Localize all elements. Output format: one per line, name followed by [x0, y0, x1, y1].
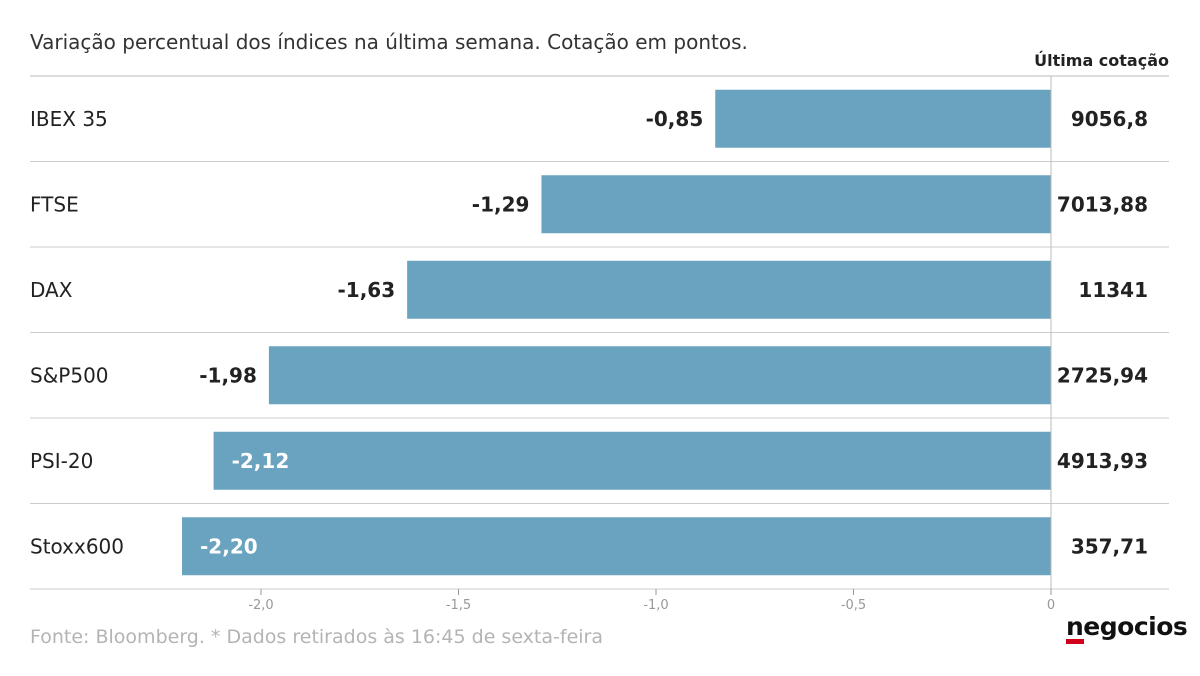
logo-text: negocios [1066, 612, 1188, 641]
bar [268, 346, 1051, 405]
logo-red-mark [1066, 639, 1084, 644]
source-note: Fonte: Bloomberg. * Dados retirados às 1… [30, 626, 603, 648]
x-tick-label: -1,0 [643, 598, 668, 613]
data-label: -1,63 [337, 278, 395, 302]
data-label: -2,12 [232, 449, 290, 473]
category-label: S&P500 [30, 363, 109, 387]
category-label: DAX [30, 278, 73, 302]
data-label: -1,98 [199, 363, 257, 387]
bar [213, 431, 1052, 490]
data-label: -0,85 [646, 107, 704, 131]
last-quote-value: 357,71 [1071, 534, 1148, 558]
last-quote-value: 7013,88 [1057, 192, 1148, 216]
last-quote-value: 2725,94 [1057, 363, 1148, 387]
data-label: -2,20 [200, 534, 258, 558]
x-tick-label: -2,0 [248, 598, 273, 613]
category-label: FTSE [30, 192, 79, 216]
x-tick-label: -0,5 [841, 598, 866, 613]
last-quote-value: 11341 [1078, 278, 1148, 302]
bar [407, 260, 1051, 319]
negocios-logo: negocios [1066, 612, 1188, 644]
bar [182, 517, 1051, 576]
bar [715, 89, 1051, 148]
chart-subtitle: Variação percentual dos índices na últim… [30, 30, 748, 54]
last-quote-value: 4913,93 [1057, 449, 1148, 473]
bar [541, 175, 1051, 234]
data-label: -1,29 [472, 192, 530, 216]
x-tick-label: -1,5 [446, 598, 471, 613]
last-quote-value: 9056,8 [1071, 107, 1148, 131]
category-label: PSI-20 [30, 449, 93, 473]
last-quote-column-header: Última cotação [1034, 51, 1169, 70]
x-tick-label: 0 [1047, 598, 1055, 613]
category-label: Stoxx600 [30, 534, 124, 558]
category-label: IBEX 35 [30, 107, 108, 131]
